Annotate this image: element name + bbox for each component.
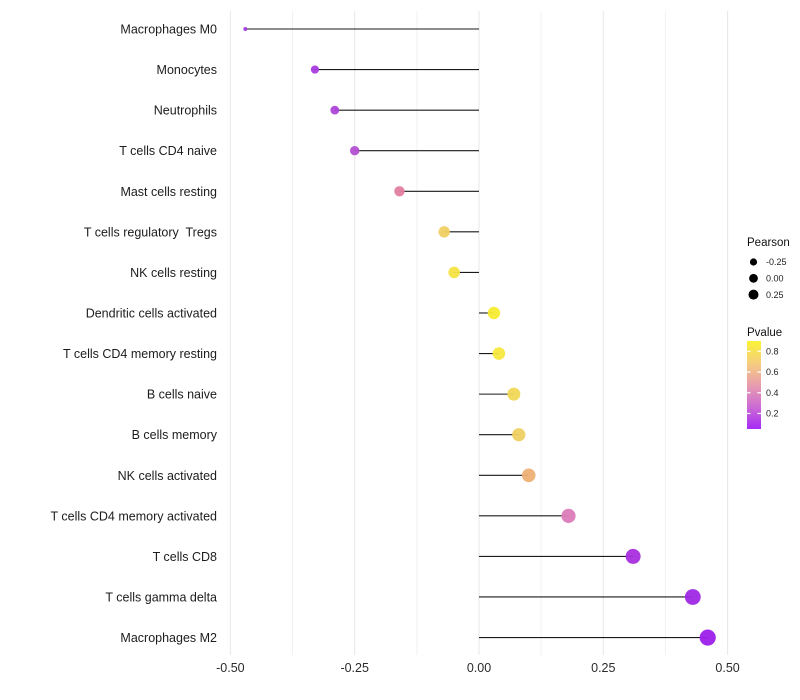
lollipop-dot (507, 387, 521, 401)
legend-pearson-title: Pearson (747, 237, 790, 249)
lollipop-dot (561, 508, 576, 523)
lollipop-dot (448, 266, 460, 279)
legend-gradient-label: 0.2 (766, 408, 779, 418)
legend-pvalue-title: Pvalue (747, 327, 782, 339)
category-label: Macrophages M2 (120, 631, 217, 645)
legend-size-label: 0.25 (766, 290, 784, 300)
lollipop-dot (438, 226, 450, 238)
lollipop-dot (487, 306, 501, 320)
category-label: Mast cells resting (120, 185, 217, 199)
x-tick-label: 0.00 (467, 661, 491, 675)
lollipop-dot (330, 105, 340, 115)
lollipop-dot (243, 27, 248, 31)
category-label: T cells CD4 memory activated (51, 509, 218, 523)
x-tick-label: 0.25 (591, 661, 615, 675)
legend-gradient-label: 0.4 (766, 388, 779, 398)
legend-size-dot (749, 258, 758, 266)
lollipop-dot (625, 548, 641, 564)
category-label: Macrophages M0 (120, 23, 217, 37)
lollipop-dot (699, 629, 716, 646)
category-label: T cells regulatory Tregs (84, 225, 217, 239)
category-label: NK cells resting (130, 266, 217, 280)
legend-size-dot (749, 273, 758, 283)
category-label: T cells CD4 naive (119, 144, 217, 158)
lollipop-dot (492, 347, 506, 360)
category-label: T cells gamma delta (105, 590, 217, 604)
legend-size-label: -0.25 (766, 257, 787, 267)
lollipop-dot (310, 65, 320, 74)
category-label: Dendritic cells activated (86, 306, 217, 320)
category-label: T cells CD4 memory resting (63, 347, 217, 361)
lollipop-dot (350, 146, 360, 156)
x-tick-label: 0.50 (715, 661, 739, 675)
legend-gradient-bar (747, 341, 761, 429)
lollipop-dot (684, 589, 701, 605)
lollipop-dot (521, 468, 536, 483)
legend-size-dot (748, 289, 759, 300)
lollipop-dot (394, 186, 405, 197)
x-tick-label: -0.25 (340, 661, 369, 675)
category-label: T cells CD8 (153, 550, 217, 564)
category-label: NK cells activated (118, 469, 217, 483)
lollipop-dot (512, 428, 526, 442)
legend-gradient-label: 0.8 (766, 346, 779, 356)
legend-gradient-label: 0.6 (766, 367, 779, 377)
legend-size-label: 0.00 (766, 274, 784, 284)
category-label: B cells memory (132, 428, 218, 442)
x-tick-label: -0.50 (216, 661, 245, 675)
category-label: B cells naive (147, 388, 217, 402)
category-label: Neutrophils (154, 104, 217, 118)
category-label: Monocytes (157, 63, 217, 77)
